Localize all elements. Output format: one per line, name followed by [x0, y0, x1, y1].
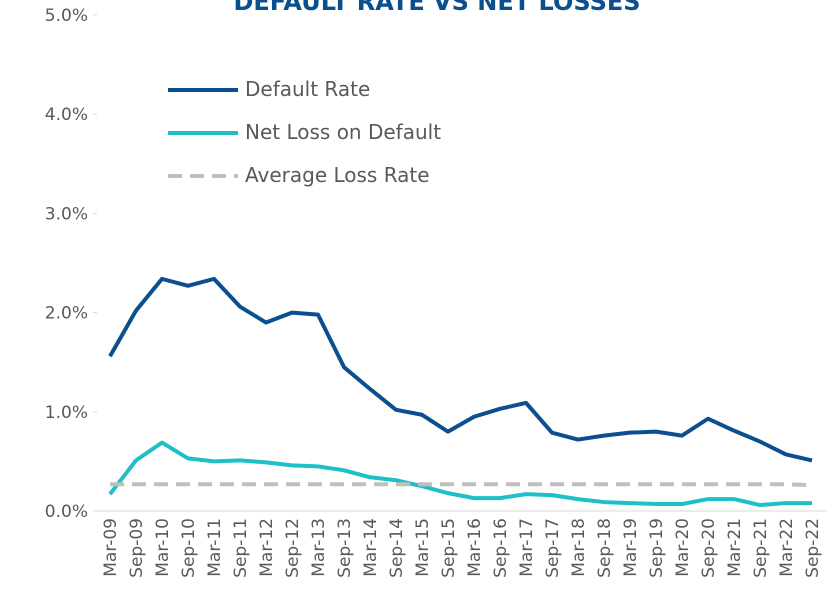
x-tick-label: Sep-16	[491, 518, 511, 578]
series-line	[108, 440, 812, 508]
legend-label: Net Loss on Default	[245, 120, 441, 144]
x-tick-label: Mar-09	[101, 518, 121, 577]
y-tick-label: 5.0%	[45, 6, 88, 26]
y-tick-label: 3.0%	[45, 204, 88, 224]
x-tick-label: Sep-19	[647, 518, 667, 578]
x-tick-label: Mar-20	[673, 518, 693, 577]
x-tick-label: Mar-19	[621, 518, 641, 577]
x-tick-label: Sep-13	[335, 518, 355, 578]
x-tick-label: Mar-11	[205, 518, 225, 577]
x-tick-label: Mar-22	[777, 518, 797, 577]
x-tick-label: Sep-20	[699, 518, 719, 578]
x-tick-label: Sep-22	[803, 518, 823, 578]
x-tick-label: Mar-10	[153, 518, 173, 577]
x-tick-label: Mar-13	[309, 518, 329, 577]
x-tick-label: Mar-18	[569, 518, 589, 577]
y-tick-label: 0.0%	[45, 502, 88, 522]
x-tick-label: Mar-21	[725, 518, 745, 577]
x-tick-label: Sep-09	[127, 518, 147, 578]
y-tick-label: 1.0%	[45, 403, 88, 423]
x-tick-label: Mar-15	[413, 518, 433, 577]
x-tick-label: Sep-11	[231, 518, 251, 578]
x-tick-label: Sep-18	[595, 518, 615, 578]
series-line	[110, 482, 813, 488]
y-tick-label: 4.0%	[45, 105, 88, 125]
x-tick-label: Sep-10	[179, 518, 199, 578]
legend-label: Default Rate	[245, 77, 370, 101]
x-tick-label: Mar-14	[361, 518, 381, 577]
x-tick-label: Mar-17	[517, 518, 537, 577]
x-tick-label: Sep-14	[387, 518, 407, 578]
x-tick-label: Mar-12	[257, 518, 277, 577]
x-tick-label: Sep-21	[751, 518, 771, 578]
x-tick-label: Sep-17	[543, 518, 563, 578]
series-line	[108, 276, 813, 463]
x-tick-label: Sep-12	[283, 518, 303, 578]
x-tick-label: Mar-16	[465, 518, 485, 577]
y-tick-label: 2.0%	[45, 304, 88, 324]
x-tick-label: Sep-15	[439, 518, 459, 578]
chart-title: DEFAULT RATE VS NET LOSSES	[233, 0, 640, 16]
legend-label: Average Loss Rate	[245, 163, 430, 187]
